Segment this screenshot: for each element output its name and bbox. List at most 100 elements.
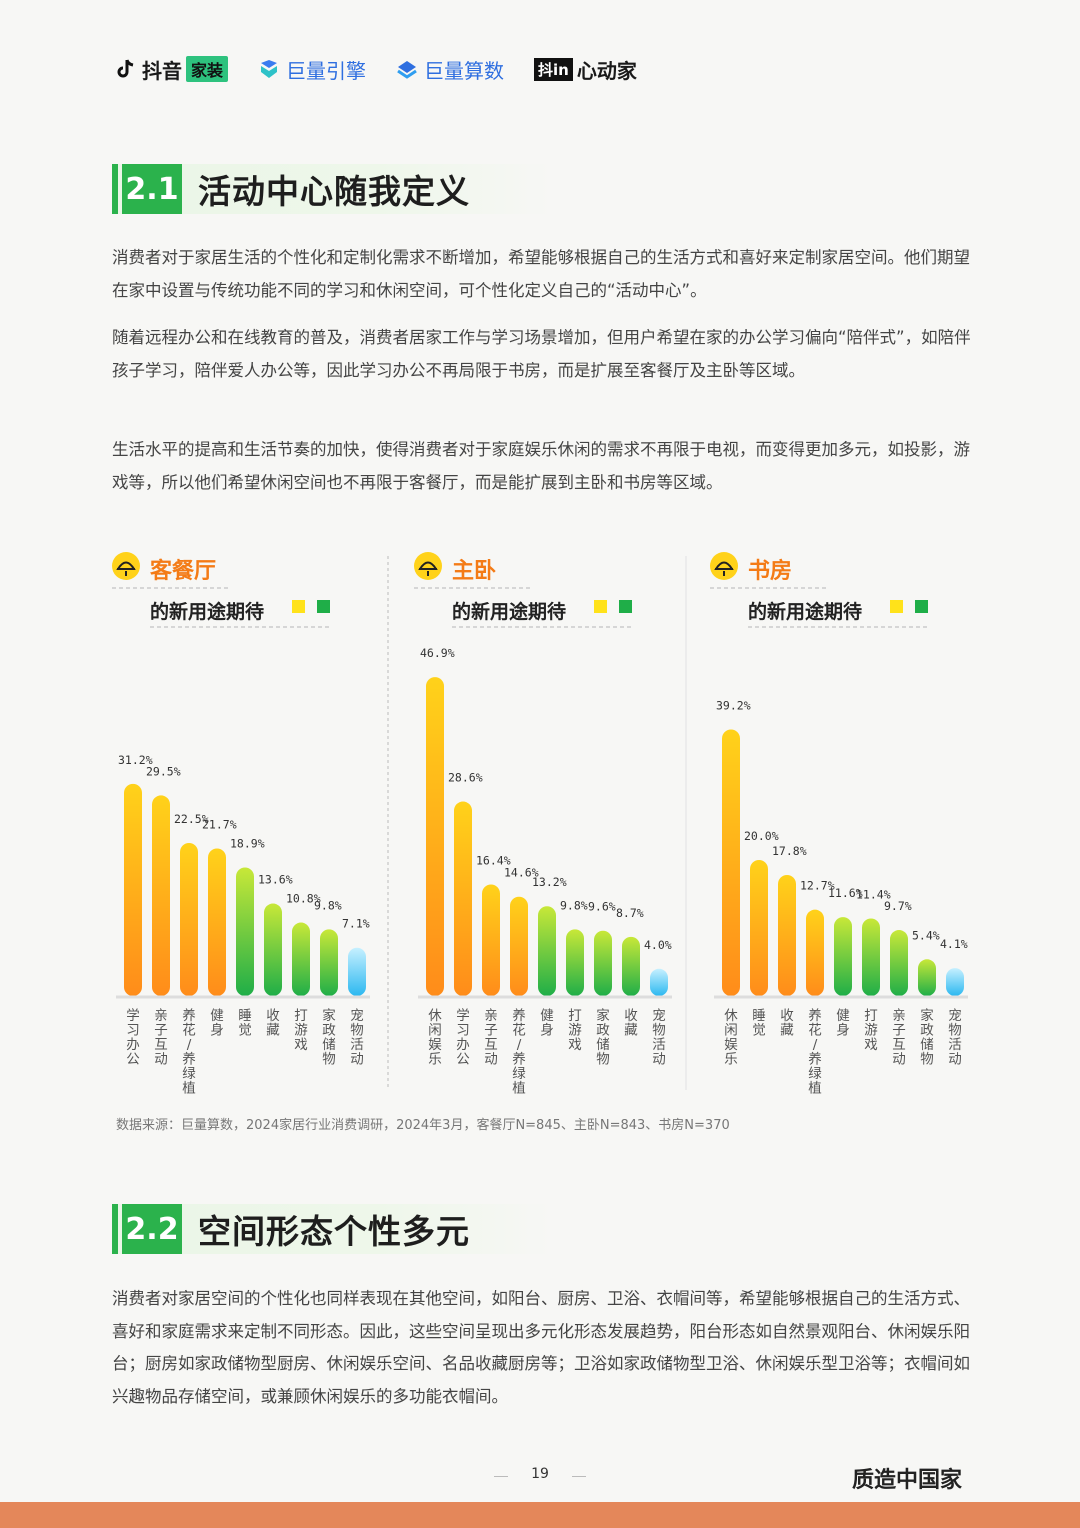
page-number: 19 xyxy=(531,1466,549,1482)
paragraph-1: 消费者对于家居生活的个性化和定制化需求不断增加，希望能够根据自己的生活方式和喜好… xyxy=(112,248,970,300)
bar xyxy=(180,843,198,996)
bar-value-label: 4.1% xyxy=(940,937,968,951)
section-title: 活动中心随我定义 xyxy=(198,172,470,211)
category-label: 养花/养绿植 xyxy=(182,1008,196,1097)
julang-engine-text: 巨量引擎 xyxy=(286,58,367,83)
lamp-icon-bg xyxy=(112,552,140,580)
category-label: 休闲娱乐 xyxy=(428,1008,442,1068)
douyin-logo: 抖音 家装 xyxy=(114,55,229,84)
category-label: 养花/养绿植 xyxy=(512,1008,526,1097)
chart-title: 书房 xyxy=(748,558,792,584)
category-label: 家政储物 xyxy=(596,1007,610,1068)
data-source: 数据来源：巨量算数，2024家居行业消费调研，2024年3月，客餐厅N=845、… xyxy=(116,1118,730,1133)
category-label: 打游戏 xyxy=(568,1007,582,1053)
category-label: 打游戏 xyxy=(864,1007,878,1053)
bar-value-label: 39.2% xyxy=(716,698,751,712)
section-accent-bar xyxy=(112,1204,118,1254)
category-label: 亲子互动 xyxy=(154,1008,168,1068)
douyin-text: 抖音 xyxy=(142,58,182,83)
julang-suanshu-logo: 巨量算数 xyxy=(396,55,504,84)
bar-value-label: 5.4% xyxy=(912,928,940,942)
bar xyxy=(320,929,338,996)
bar xyxy=(426,677,444,996)
lamp-icon xyxy=(414,552,442,580)
section-2-1-header: 2.1 活动中心随我定义 xyxy=(112,164,552,214)
category-label: 收藏 xyxy=(624,1008,638,1039)
bar-value-label: 9.6% xyxy=(588,900,616,914)
bar xyxy=(834,917,852,996)
bar xyxy=(348,947,366,996)
bar xyxy=(806,909,824,996)
bar xyxy=(236,867,254,996)
legend-square-green xyxy=(915,600,928,613)
category-label: 家政储物 xyxy=(920,1007,934,1068)
bar-value-label: 28.6% xyxy=(448,771,483,785)
category-label: 亲子互动 xyxy=(892,1008,906,1068)
legend-square-yellow xyxy=(594,600,607,613)
section-2-2-header: 2.2 空间形态个性多元 xyxy=(112,1204,552,1254)
bar-value-label: 46.9% xyxy=(420,646,455,660)
bar-value-label: 7.1% xyxy=(342,917,370,931)
lamp-icon xyxy=(710,552,738,580)
chart-subtitle: 的新用途期待 xyxy=(452,600,566,623)
bottom-band xyxy=(0,1502,1080,1528)
footer-brand: 质造中国家 xyxy=(851,1468,962,1493)
bar xyxy=(264,903,282,996)
chart-subtitle: 的新用途期待 xyxy=(150,600,264,623)
header-logos: 抖音 家装 巨量引擎 巨量算数 抖in 心动家 xyxy=(114,52,667,86)
bar xyxy=(152,795,170,996)
category-label: 收藏 xyxy=(266,1008,280,1039)
lamp-icon-bg xyxy=(710,552,738,580)
category-label: 宠物活动 xyxy=(948,1008,962,1068)
section-number: 2.1 xyxy=(122,164,182,214)
category-label: 健身 xyxy=(836,1008,850,1039)
bar xyxy=(778,874,796,996)
legend-square-yellow xyxy=(890,600,903,613)
bar xyxy=(650,968,668,996)
xindongjia-box: 抖in xyxy=(534,57,573,81)
bar xyxy=(862,918,880,996)
category-label: 养花/养绿植 xyxy=(808,1008,822,1097)
category-label: 宠物活动 xyxy=(652,1008,666,1068)
bar-value-label: 20.0% xyxy=(744,829,779,843)
bar-value-label: 9.7% xyxy=(884,899,912,913)
bar-value-label: 22.5% xyxy=(174,812,209,826)
bar xyxy=(208,848,226,996)
category-label: 打游戏 xyxy=(294,1007,308,1053)
julang-engine-logo: 巨量引擎 xyxy=(258,55,366,84)
bar xyxy=(722,729,740,996)
bar-value-label: 11.4% xyxy=(856,887,891,901)
bar-value-label: 13.6% xyxy=(258,873,293,887)
douyin-badge: 家装 xyxy=(186,56,229,82)
bar xyxy=(750,860,768,996)
legend-square-green xyxy=(619,600,632,613)
bar xyxy=(482,884,500,996)
julang-suanshu-text: 巨量算数 xyxy=(424,58,505,83)
bar-value-label: 12.7% xyxy=(800,879,835,893)
chart-title: 主卧 xyxy=(452,559,496,584)
bar-value-label: 21.7% xyxy=(202,817,237,831)
lamp-icon-bg xyxy=(414,552,442,580)
bar-value-label: 17.8% xyxy=(772,844,807,858)
category-label: 学习办公 xyxy=(456,1008,470,1068)
category-label: 学习办公 xyxy=(126,1008,140,1068)
section-number: 2.2 xyxy=(122,1204,182,1254)
paragraph-3: 生活水平的提高和生活节奏的加快，使得消费者对于家庭娱乐休闲的需求不再限于电视，而… xyxy=(112,440,970,492)
paragraph-2: 随着远程办公和在线教育的普及，消费者居家工作与学习场景增加，但用户希望在家的办公… xyxy=(112,328,971,380)
douyin-note-icon xyxy=(117,59,134,78)
julang-engine-icon xyxy=(261,60,278,78)
bar-value-label: 4.0% xyxy=(644,938,672,952)
category-label: 睡觉 xyxy=(238,1008,252,1039)
page-number-rule xyxy=(572,1476,586,1477)
lamp-icon xyxy=(112,552,140,580)
bar xyxy=(622,936,640,996)
category-label: 休闲娱乐 xyxy=(724,1008,738,1068)
bar-value-label: 9.8% xyxy=(314,898,342,912)
category-label: 睡觉 xyxy=(752,1008,766,1039)
bar xyxy=(124,783,142,996)
section-accent-bar xyxy=(112,164,118,214)
bar-value-label: 8.7% xyxy=(616,906,644,920)
